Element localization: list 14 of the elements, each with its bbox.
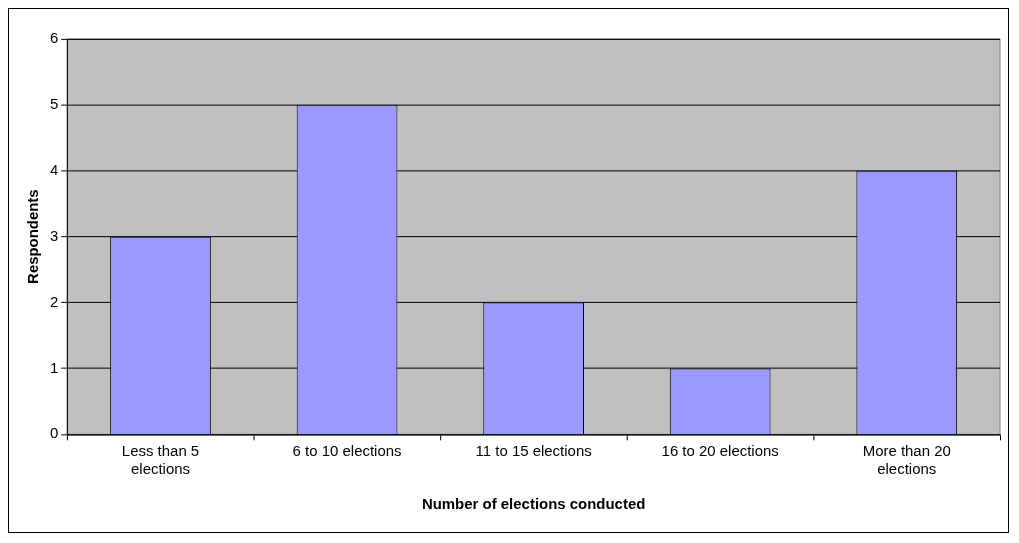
- y-tick-label: 5: [49, 94, 59, 112]
- y-tick-label: 0: [49, 424, 59, 442]
- x-axis-title: Number of elections conducted: [421, 495, 646, 513]
- y-tick-label: 3: [49, 226, 59, 244]
- x-tick-label: 16 to 20 elections: [661, 442, 779, 460]
- x-tick-label: Less than 5 elections: [121, 442, 200, 478]
- x-tick-label: 6 to 10 elections: [292, 442, 402, 460]
- x-tick-label: More than 20 elections: [862, 442, 951, 478]
- y-tick-label: 2: [49, 292, 59, 310]
- x-tick-label: 11 to 15 elections: [475, 442, 592, 460]
- y-tick-label: 1: [49, 358, 59, 376]
- y-axis-title: Respondents: [24, 189, 42, 284]
- y-tick-label: 4: [49, 160, 59, 178]
- y-tick-label: 6: [49, 29, 59, 47]
